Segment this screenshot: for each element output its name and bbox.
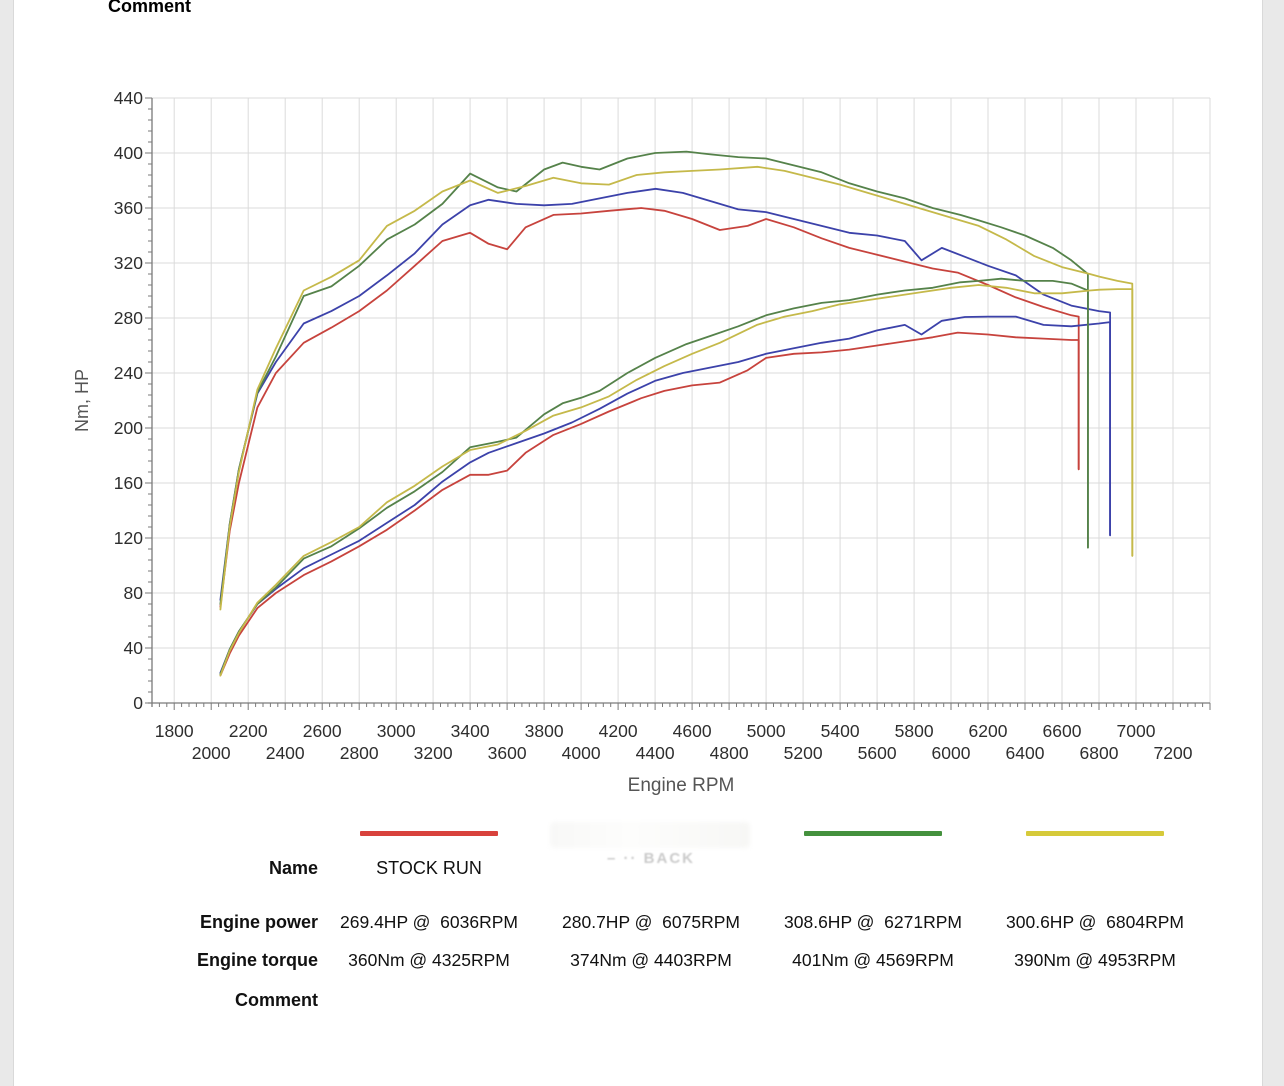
series-4-torque-curve [219, 165, 1134, 611]
series-1-name: STOCK RUN [376, 857, 482, 878]
legend-engine-power-row: Engine power 269.4HP @ 6036RPM 280.7HP @… [0, 910, 1206, 934]
legend-engine-torque-row: Engine torque 360Nm @ 4325RPM 374Nm @ 44… [0, 948, 1206, 972]
svg-text:6000: 6000 [932, 743, 971, 763]
svg-text:40: 40 [124, 638, 144, 658]
svg-text:2400: 2400 [266, 743, 305, 763]
svg-text:6400: 6400 [1006, 743, 1045, 763]
series-3-peak-torque: 401Nm @ 4569RPM [792, 949, 954, 970]
svg-text:280: 280 [114, 308, 143, 328]
svg-text:3600: 3600 [488, 743, 527, 763]
series-1-peak-torque: 360Nm @ 4325RPM [348, 949, 510, 970]
series-1-peak-power: 269.4HP @ 6036RPM [340, 911, 518, 932]
series-4-color-swatch [1026, 831, 1164, 836]
svg-text:240: 240 [114, 363, 143, 383]
series-4-peak-torque: 390Nm @ 4953RPM [1014, 949, 1176, 970]
svg-text:2800: 2800 [340, 743, 379, 763]
chart-axes [145, 97, 1211, 710]
svg-text:0: 0 [133, 693, 143, 713]
redaction-smudge [550, 822, 750, 848]
svg-text:160: 160 [114, 473, 143, 493]
engine-torque-row-label: Engine torque [197, 949, 318, 970]
svg-text:80: 80 [124, 583, 144, 603]
svg-text:5400: 5400 [821, 721, 860, 741]
svg-text:7200: 7200 [1154, 743, 1193, 763]
svg-text:3000: 3000 [377, 721, 416, 741]
page-left-margin-strip [0, 0, 14, 1086]
svg-text:5200: 5200 [784, 743, 823, 763]
series-2-torque-curve [219, 187, 1111, 601]
svg-text:200: 200 [114, 418, 143, 438]
series-2-peak-torque: 374Nm @ 4403RPM [570, 949, 732, 970]
series-2-curves [219, 187, 1111, 674]
series-1-power-curve [219, 331, 1080, 677]
svg-text:400: 400 [114, 143, 143, 163]
x-axis-title: Engine RPM [628, 775, 735, 796]
svg-text:360: 360 [114, 198, 143, 218]
dyno-chart: 1800200022002400260028003000320034003600… [72, 88, 1211, 796]
svg-text:5000: 5000 [747, 721, 786, 741]
series-3-curves [219, 150, 1089, 675]
series-1-torque-curve [219, 207, 1080, 608]
svg-text:120: 120 [114, 528, 143, 548]
series-2-name-redacted: – ·· BACK [540, 822, 762, 910]
engine-power-row-label: Engine power [199, 911, 318, 932]
svg-text:2200: 2200 [229, 721, 268, 741]
svg-text:440: 440 [114, 88, 143, 108]
name-row-label: Name [268, 857, 318, 878]
series-4-curves [219, 165, 1134, 677]
redacted-name-ghost-text: – ·· BACK [607, 850, 695, 867]
svg-text:4000: 4000 [562, 743, 601, 763]
svg-text:7000: 7000 [1117, 721, 1156, 741]
svg-text:5800: 5800 [895, 721, 934, 741]
legend-name-row: Name STOCK RUN – ·· BACK [0, 822, 1206, 880]
series-1-curves [219, 207, 1080, 677]
svg-text:6200: 6200 [969, 721, 1008, 741]
series-3-torque-curve [219, 150, 1089, 605]
page-right-margin-strip [1262, 0, 1284, 1086]
series-2-peak-power: 280.7HP @ 6075RPM [562, 911, 740, 932]
svg-text:1800: 1800 [155, 721, 194, 741]
svg-text:6800: 6800 [1080, 743, 1119, 763]
series-4-peak-power: 300.6HP @ 6804RPM [1006, 911, 1184, 932]
svg-text:2000: 2000 [192, 743, 231, 763]
svg-text:4800: 4800 [710, 743, 749, 763]
svg-text:6600: 6600 [1043, 721, 1082, 741]
series-4-power-curve [219, 284, 1134, 677]
series-3-peak-power: 308.6HP @ 6271RPM [784, 911, 962, 932]
series-3-color-swatch [804, 831, 942, 836]
chart-gridlines [152, 97, 1211, 703]
svg-text:3400: 3400 [451, 721, 490, 741]
svg-text:4400: 4400 [636, 743, 675, 763]
series-1-color-swatch [360, 831, 498, 836]
svg-text:3200: 3200 [414, 743, 453, 763]
chart-tick-labels: 1800200022002400260028003000320034003600… [114, 88, 1193, 763]
svg-text:3800: 3800 [525, 721, 564, 741]
svg-text:2600: 2600 [303, 721, 342, 741]
svg-text:4200: 4200 [599, 721, 638, 741]
y-axis-title: Nm, HP [72, 369, 92, 432]
svg-text:320: 320 [114, 253, 143, 273]
legend-comment-row: Comment [0, 988, 1206, 1012]
svg-text:4600: 4600 [673, 721, 712, 741]
comment-row-label: Comment [234, 989, 318, 1010]
previous-table-comment-label: Comment [108, 0, 192, 16]
series-2-power-curve [219, 315, 1111, 674]
svg-text:5600: 5600 [858, 743, 897, 763]
legend-table: Name STOCK RUN – ·· BACK Engine power 26… [0, 822, 1206, 1012]
series-3-power-curve [219, 277, 1089, 675]
